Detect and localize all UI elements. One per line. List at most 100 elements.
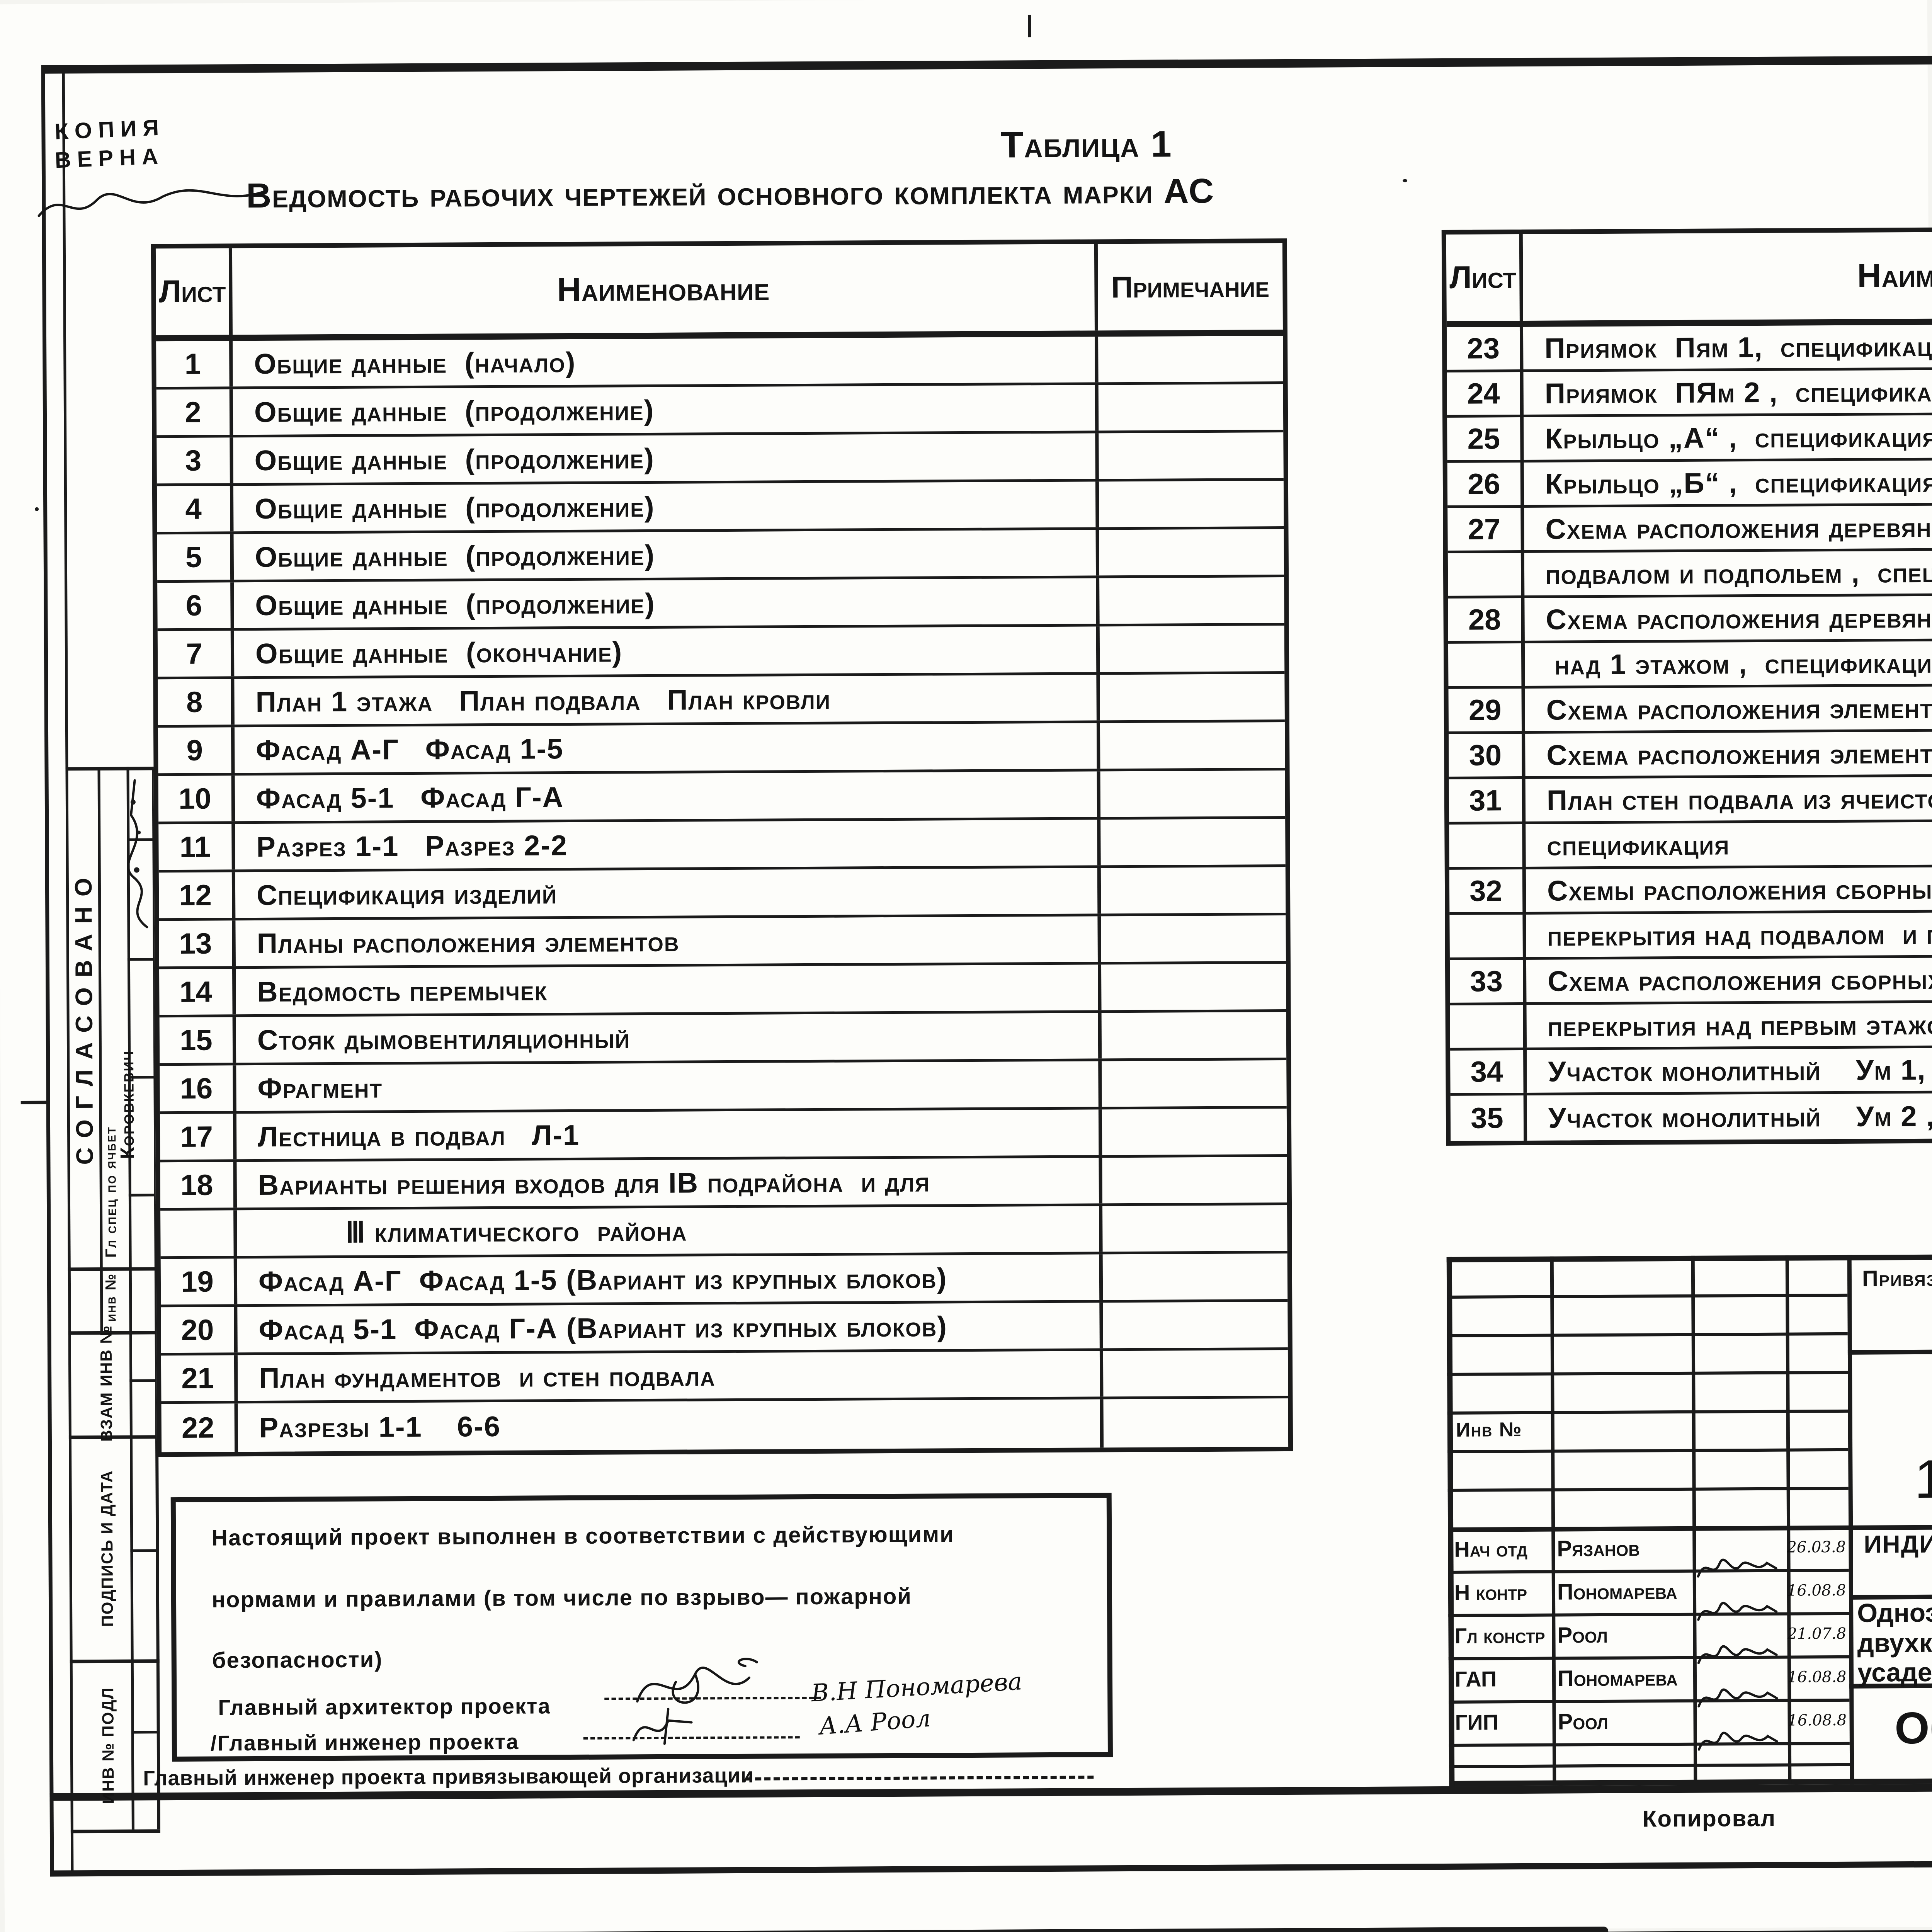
row-drawing-name: Схемы расположения сборных железобетонны… — [1526, 865, 1932, 912]
margin-sub-divider4 — [128, 1194, 157, 1197]
signer-name: Роол — [1558, 1709, 1608, 1735]
drawing-name-line1: Общие данные — [1895, 1701, 1932, 1753]
row-sheet-number: 22 — [161, 1403, 238, 1452]
row-sheet-number: 7 — [157, 631, 235, 677]
binding-signature-line — [746, 1776, 1094, 1781]
table-row: 23 Приямок Пям 1, спецификация — [1446, 321, 1932, 372]
margin-vzam-label: ВЗАМ ИНВ № — [97, 1325, 116, 1442]
row-sheet-number — [1447, 553, 1525, 596]
row-drawing-name: Общие данные (продолжение) — [233, 385, 1099, 435]
row-sheet-number: 32 — [1449, 869, 1526, 912]
table-row: над 1 этажом , спецификация — [1448, 638, 1932, 689]
row-sheet-number: 18 — [160, 1162, 237, 1208]
table-row: спецификация — [1449, 819, 1932, 870]
row-sheet-number: 12 — [158, 872, 236, 918]
row-note — [1103, 1350, 1288, 1396]
note-line2: нормами и правилами (в том числе по взры… — [211, 1583, 912, 1612]
row-drawing-name: Лестница в подвал Л-1 — [236, 1109, 1102, 1160]
row-drawing-name: Участок монолитный Ум 2 , Ум 3, специфик… — [1527, 1091, 1932, 1141]
row-drawing-name: Приямок Пям 1, спецификация — [1523, 322, 1932, 369]
top-center-tick — [1027, 15, 1031, 37]
row-sheet-number: 20 — [161, 1307, 238, 1353]
signer-role: ГАП — [1454, 1666, 1497, 1691]
row-sheet-number: 34 — [1450, 1050, 1527, 1093]
row-sheet-number: 6 — [157, 582, 234, 629]
row-sheet-number: 11 — [158, 824, 235, 870]
row-drawing-name: Варианты решения входов для IВ подрайона… — [236, 1158, 1103, 1208]
row-note — [1100, 722, 1285, 769]
row-sheet-number — [1450, 1005, 1527, 1048]
table1-col-sheet: Лист — [155, 248, 233, 335]
row-drawing-name: спецификация — [1526, 820, 1932, 867]
signer-signature-cell — [1693, 1677, 1787, 1708]
row-drawing-name: Общие данные (начало) — [233, 337, 1099, 387]
signer-row: Гл констр Роол 21.07.83 — [1448, 1612, 1849, 1664]
row-drawing-name: над 1 этажом , спецификация — [1524, 639, 1932, 686]
row-sheet-number: 30 — [1449, 733, 1526, 777]
margin-sub-divider5 — [129, 1379, 158, 1382]
note-line1: Настоящий проект выполнен в соответствии… — [211, 1522, 954, 1551]
table-row: 34 Участок монолитный Ум 1, спецификация — [1450, 1045, 1932, 1096]
row-drawing-name: Схема расположения элементов крыши , Спе… — [1525, 684, 1932, 731]
architect-label: Главный архитектор проекта — [218, 1694, 551, 1720]
drawing-register-table-continued: Лист Наименование Примечание 23 Приямок … — [1441, 224, 1932, 1146]
object-title-line2: двухкомнатный жилой дом — [1857, 1627, 1932, 1658]
frame-left-outer-line — [41, 65, 54, 1876]
row-note — [1102, 1109, 1287, 1155]
row-drawing-name: Разрезы 1-1 6-6 — [238, 1399, 1104, 1452]
table-row: 31 План стен подвала из ячеистобетонных … — [1449, 774, 1932, 825]
signer-rows: Нач отд Рязанов 26.03.82 Н контр Пономар… — [1448, 1526, 1850, 1751]
scan-speck — [35, 507, 39, 511]
margin-inv-podl-label: ИНВ № ПОДЛ — [99, 1687, 117, 1804]
table-row: 6 Общие данные (продолжение) — [157, 577, 1284, 631]
row-drawing-name: Схема расположения сборных железобетонны… — [1526, 955, 1932, 1002]
row-drawing-name: Фасад 5-1 Фасад Г-А — [235, 771, 1101, 821]
row-note — [1099, 432, 1284, 479]
table-row: подвалом и подпольем , спецификация — [1447, 548, 1932, 599]
row16-margin-dash — [20, 1100, 50, 1104]
row-note — [1101, 915, 1286, 962]
signer-role: ГИП — [1455, 1709, 1498, 1735]
row-drawing-name: Приямок ПЯм 2 , спецификация — [1523, 367, 1932, 415]
binding-engineer-label: Главный инженер проекта привязывающей ор… — [143, 1764, 754, 1790]
signature-squiggle — [1697, 1558, 1777, 1578]
table-row: 14 Ведомость перемычек — [159, 963, 1286, 1018]
table-row: 9 Фасад А-Г Фасад 1-5 — [158, 722, 1285, 776]
row-sheet-number: 23 — [1446, 327, 1524, 370]
row-sheet-number: 28 — [1448, 598, 1525, 641]
row-drawing-name: План фундаментов и стен подвала — [237, 1351, 1104, 1401]
row-sheet-number: 31 — [1449, 779, 1526, 822]
table-row: 8 План 1 этажа План подвала План кровли — [158, 673, 1285, 728]
inv-number-label: Инв № — [1456, 1418, 1522, 1441]
object-title-line1: Одноэтажный одноквартирный — [1857, 1597, 1932, 1628]
margin-strip-h6 — [70, 1829, 160, 1833]
signer-date: 16.08.82 — [1787, 1711, 1846, 1730]
row-sheet-number: 16 — [160, 1065, 236, 1112]
table-row: 18 Варианты решения входов для IВ подрай… — [160, 1156, 1287, 1211]
table-row: 13 Планы расположения элементов — [159, 915, 1286, 969]
row-drawing-name: План 1 этажа План подвала План кровли — [234, 675, 1100, 725]
tblock-attached-bottom — [1847, 1346, 1932, 1355]
table-row: 7 Общие данные (окончание) — [157, 625, 1285, 680]
signer-date: 21.07.83 — [1787, 1624, 1845, 1643]
table-row: 25 Крыльцо „А“ , спецификация — [1447, 412, 1932, 463]
table-row: 17 Лестница в подвал Л-1 — [160, 1108, 1287, 1163]
row-sheet-number: 35 — [1450, 1095, 1527, 1141]
row-drawing-name: Фасад А-Г Фасад 1-5 (Вариант из крупных … — [237, 1254, 1103, 1304]
row-note — [1102, 1157, 1287, 1203]
row-sheet-number: 5 — [157, 534, 234, 580]
object-title-line3: усадебного типа — [1857, 1657, 1932, 1687]
row-drawing-name: Схема расположения деревянных элементов … — [1524, 503, 1932, 550]
margin-strip-h1 — [65, 767, 155, 771]
signer-date: 16.08.82 — [1787, 1668, 1846, 1686]
row-note — [1100, 626, 1285, 672]
row-note — [1103, 1253, 1288, 1300]
row-drawing-name: Схема расположения деревянных элементов … — [1524, 594, 1932, 641]
row-sheet-number: 15 — [159, 1017, 236, 1063]
row-sheet-number — [1449, 824, 1526, 867]
scan-speck — [1403, 179, 1408, 182]
table-row: 30 Схема расположения элементов крыши Ра… — [1449, 728, 1932, 779]
row-drawing-name: подвалом и подпольем , спецификация — [1524, 548, 1932, 595]
row-drawing-name: перекрытия над подвалом и подпольем, спе… — [1526, 910, 1932, 957]
row-drawing-name: План стен подвала из ячеистобетонных бло… — [1525, 774, 1932, 821]
